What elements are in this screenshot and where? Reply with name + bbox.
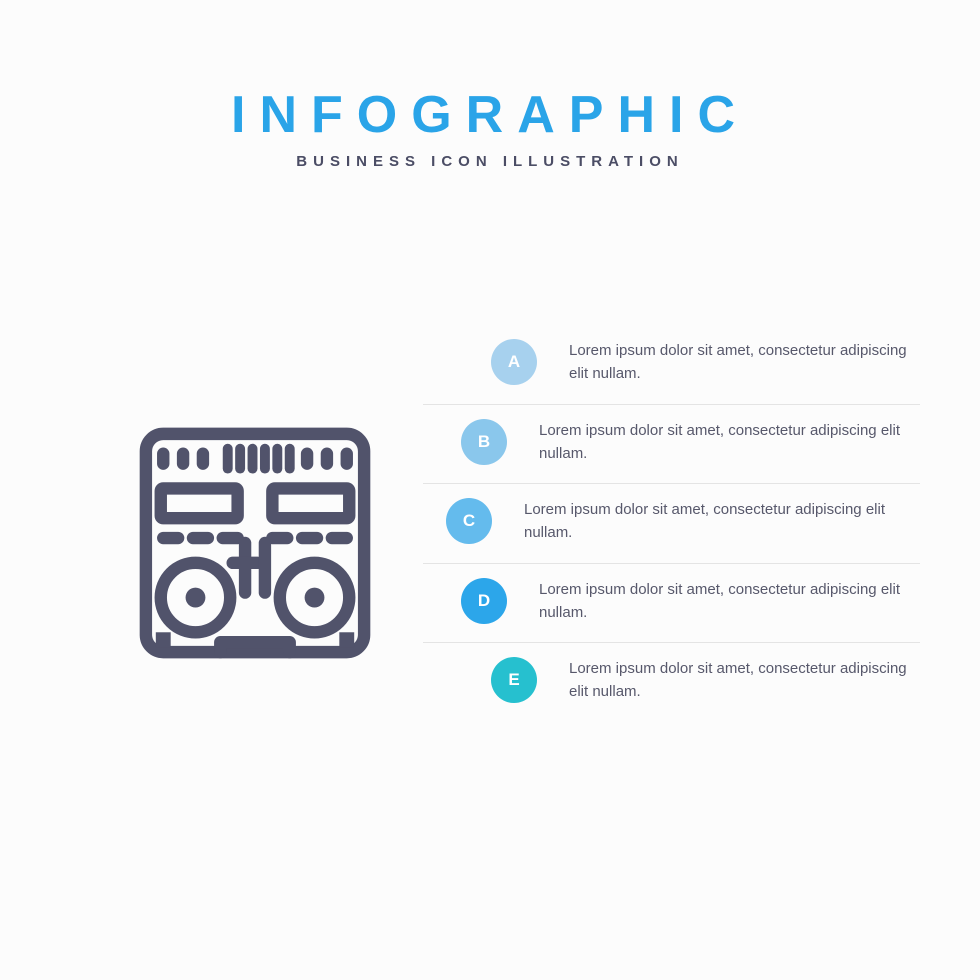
step-badge: E [491, 657, 537, 703]
step-badge: D [461, 578, 507, 624]
page-subtitle: BUSINESS ICON ILLUSTRATION [296, 153, 683, 170]
icon-column [115, 325, 395, 722]
step-text: Lorem ipsum dolor sit amet, consectetur … [524, 498, 920, 545]
steps-list: A Lorem ipsum dolor sit amet, consectetu… [395, 325, 980, 722]
list-item: C Lorem ipsum dolor sit amet, consectetu… [423, 484, 920, 564]
step-badge: B [461, 419, 507, 465]
step-badge: C [446, 498, 492, 544]
list-item: E Lorem ipsum dolor sit amet, consectetu… [423, 643, 920, 722]
step-text: Lorem ipsum dolor sit amet, consectetur … [569, 657, 920, 704]
step-text: Lorem ipsum dolor sit amet, consectetur … [539, 419, 920, 466]
page-title: INFOGRAPHIC [231, 85, 749, 145]
list-item: A Lorem ipsum dolor sit amet, consectetu… [423, 325, 920, 405]
dj-controller-icon [131, 419, 379, 667]
list-item: D Lorem ipsum dolor sit amet, consectetu… [423, 564, 920, 644]
step-text: Lorem ipsum dolor sit amet, consectetur … [539, 578, 920, 625]
content-area: A Lorem ipsum dolor sit amet, consectetu… [0, 325, 980, 722]
step-badge: A [491, 339, 537, 385]
list-item: B Lorem ipsum dolor sit amet, consectetu… [423, 405, 920, 485]
step-text: Lorem ipsum dolor sit amet, consectetur … [569, 339, 920, 386]
